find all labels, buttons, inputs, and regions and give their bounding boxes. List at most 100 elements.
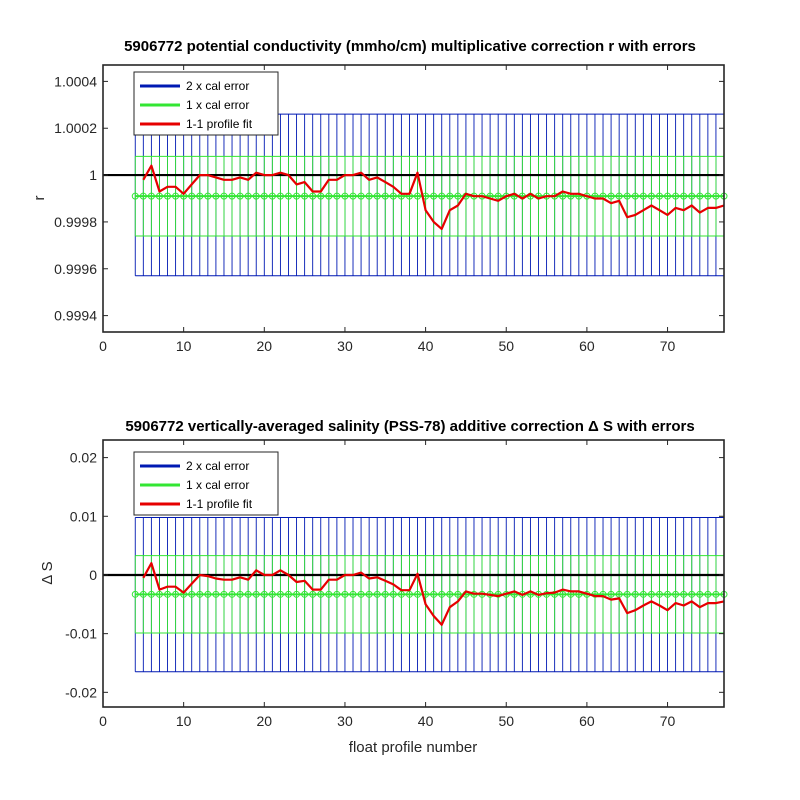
legend: 2 x cal error 1 x cal error 1-1 profile … bbox=[133, 451, 279, 516]
x-tick-label: 30 bbox=[337, 338, 353, 354]
x-tick-label: 70 bbox=[660, 713, 676, 729]
calibration-point bbox=[155, 192, 163, 200]
y-tick-label: 0.9996 bbox=[54, 261, 97, 277]
calibration-point bbox=[260, 192, 268, 200]
calibration-point bbox=[268, 192, 276, 200]
axis-ticks: 0 10 20 30 40 50 60 70 -0.02 -0.01 0 0.01 0.02 bbox=[65, 440, 724, 729]
calibration-point bbox=[446, 590, 454, 598]
calibration-point bbox=[672, 192, 680, 200]
calibration-point bbox=[276, 590, 284, 598]
x-tick-label: 40 bbox=[418, 713, 434, 729]
axes-box bbox=[102, 439, 725, 708]
calibration-point bbox=[688, 590, 696, 598]
y-tick-label: 0.01 bbox=[70, 508, 97, 524]
x-tick-label: 10 bbox=[176, 713, 192, 729]
calibration-point bbox=[131, 590, 139, 598]
calibration-point bbox=[365, 192, 373, 200]
series-lines bbox=[103, 562, 728, 626]
calibration-point bbox=[268, 590, 276, 598]
calibration-point bbox=[147, 192, 155, 200]
calibration-point bbox=[664, 192, 672, 200]
x-tick-label: 10 bbox=[176, 338, 192, 354]
x-tick-label: 20 bbox=[257, 713, 273, 729]
calibration-point bbox=[414, 192, 422, 200]
chart-title: 5906772 potential conductivity (mmho/cm)… bbox=[124, 38, 696, 55]
calibration-point bbox=[188, 590, 196, 598]
y-axis-label: Δ S bbox=[39, 561, 56, 584]
calibration-point bbox=[212, 192, 220, 200]
calibration-point bbox=[276, 192, 284, 200]
calibration-point bbox=[639, 192, 647, 200]
calibration-point bbox=[341, 192, 349, 200]
calibration-point bbox=[672, 590, 680, 598]
calibration-point bbox=[389, 192, 397, 200]
calibration-point bbox=[494, 192, 502, 200]
calibration-point bbox=[631, 590, 639, 598]
y-tick-label: 0 bbox=[89, 567, 97, 583]
calibration-point bbox=[204, 590, 212, 598]
calibration-point bbox=[454, 192, 462, 200]
chart-panel-conductivity: 5906772 potential conductivity (mmho/cm)… bbox=[31, 38, 728, 354]
legend-label-2x: 2 x cal error bbox=[186, 459, 249, 473]
calibration-point bbox=[680, 192, 688, 200]
calibration-point bbox=[664, 590, 672, 598]
x-tick-label: 20 bbox=[257, 338, 273, 354]
calibration-point bbox=[236, 192, 244, 200]
calibration-point bbox=[244, 192, 252, 200]
calibration-point bbox=[438, 590, 446, 598]
calibration-point bbox=[252, 590, 260, 598]
calibration-point bbox=[139, 192, 147, 200]
calibration-point bbox=[647, 590, 655, 598]
y-tick-label: 0.9994 bbox=[54, 308, 97, 324]
calibration-point bbox=[139, 590, 147, 598]
calibration-point bbox=[655, 192, 663, 200]
legend-label-2x: 2 x cal error bbox=[186, 79, 249, 93]
calibration-point bbox=[260, 590, 268, 598]
x-tick-label: 70 bbox=[660, 338, 676, 354]
calibration-point bbox=[397, 590, 405, 598]
x-tick-label: 0 bbox=[99, 713, 107, 729]
calibration-point bbox=[131, 192, 139, 200]
calibration-point bbox=[309, 192, 317, 200]
calibration-point bbox=[301, 590, 309, 598]
axes-box bbox=[102, 64, 725, 333]
calibration-point bbox=[704, 590, 712, 598]
calibration-point bbox=[607, 192, 615, 200]
calibration-point bbox=[639, 590, 647, 598]
legend-label-fit: 1-1 profile fit bbox=[186, 117, 253, 131]
legend-label-1x: 1 x cal error bbox=[186, 98, 249, 112]
calibration-point bbox=[172, 590, 180, 598]
calibration-point bbox=[325, 590, 333, 598]
chart-panel-salinity: 5906772 vertically-averaged salinity (PS… bbox=[39, 418, 728, 756]
calibration-point bbox=[349, 590, 357, 598]
calibration-point bbox=[365, 590, 373, 598]
y-tick-label: -0.02 bbox=[65, 684, 97, 700]
calibration-point bbox=[196, 192, 204, 200]
calibration-point bbox=[147, 590, 155, 598]
calibration-point bbox=[284, 590, 292, 598]
calibration-point bbox=[212, 590, 220, 598]
calibration-point bbox=[220, 192, 228, 200]
calibration-point bbox=[688, 192, 696, 200]
y-axis-label: r bbox=[31, 196, 48, 201]
calibration-point bbox=[696, 192, 704, 200]
y-tick-label: 1.0002 bbox=[54, 120, 97, 136]
calibration-point bbox=[357, 192, 365, 200]
calibration-point bbox=[349, 192, 357, 200]
calibration-point bbox=[438, 192, 446, 200]
calibration-point bbox=[293, 192, 301, 200]
calibration-point bbox=[631, 192, 639, 200]
calibration-point bbox=[430, 192, 438, 200]
calibration-point bbox=[712, 590, 720, 598]
y-tick-label: 0.02 bbox=[70, 450, 97, 466]
calibration-point bbox=[607, 590, 615, 598]
calibration-point bbox=[704, 192, 712, 200]
x-tick-label: 30 bbox=[337, 713, 353, 729]
calibration-point bbox=[317, 192, 325, 200]
calibration-point bbox=[389, 590, 397, 598]
calibration-point bbox=[381, 590, 389, 598]
legend-label-1x: 1 x cal error bbox=[186, 478, 249, 492]
calibration-point bbox=[204, 192, 212, 200]
calibration-point bbox=[341, 590, 349, 598]
